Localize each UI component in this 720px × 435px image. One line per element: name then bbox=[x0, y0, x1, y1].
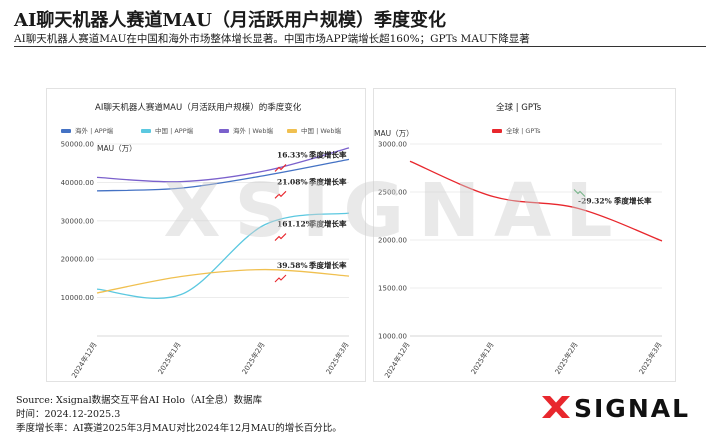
annotation-label: 季度增长率 bbox=[308, 149, 347, 159]
right-chart: 1000.00 1500.00 2000.00 2500.00 3000.00 MAU（万… bbox=[374, 126, 664, 380]
annotation-value: 39.58% bbox=[277, 261, 308, 270]
y-tick-label: 30000.00 bbox=[61, 217, 94, 225]
page-title: AI聊天机器人赛道MAU（月活跃用户规模）季度变化 bbox=[14, 10, 446, 31]
annotation-label: 季度增长率 bbox=[613, 196, 652, 206]
legend-label: 海外 | Web端 bbox=[233, 126, 273, 135]
right-chart-panel: 全球 | GPTs 1000.00 1500.00 2000.00 2500.00 30… bbox=[373, 88, 676, 382]
y-tick-label: 3000.00 bbox=[378, 141, 407, 149]
legend-swatch bbox=[287, 129, 297, 133]
left-chart-panel: AI聊天机器人赛道MAU（月活跃用户规模）的季度变化 10000.00 20000… bbox=[46, 88, 366, 382]
y-tick-label: 2000.00 bbox=[378, 237, 407, 245]
series-line bbox=[96, 158, 350, 192]
annotation-value: -29.32% bbox=[578, 197, 612, 206]
y-tick-label: 1000.00 bbox=[378, 333, 407, 341]
trend-up-icon bbox=[274, 233, 287, 241]
annotation-value: 21.08% bbox=[277, 177, 308, 186]
y-tick-label: 1500.00 bbox=[378, 285, 407, 293]
annotation-label: 季度增长率 bbox=[308, 176, 347, 186]
y-tick-label: 40000.00 bbox=[61, 179, 94, 187]
y-tick-label: 50000.00 bbox=[61, 141, 94, 149]
left-chart: 10000.00 20000.00 30000.00 40000.00 50000.00… bbox=[61, 126, 351, 380]
series-line bbox=[96, 212, 350, 299]
series-line bbox=[409, 160, 663, 242]
period-note: 时间：2024.12-2025.3 bbox=[16, 409, 121, 420]
legend-label: 海外 | APP端 bbox=[75, 126, 114, 135]
x-tick-label: 2025年2月 bbox=[240, 340, 267, 376]
x-tick-label: 2025年3月 bbox=[324, 340, 351, 376]
legend-swatch bbox=[61, 129, 71, 133]
y-axis-label: MAU（万） bbox=[97, 144, 137, 153]
annotation-label: 季度增长率 bbox=[308, 219, 347, 229]
annotation-value: 16.33% bbox=[277, 150, 308, 159]
y-axis-label: MAU（万） bbox=[374, 129, 414, 138]
y-tick-label: 10000.00 bbox=[61, 294, 94, 302]
title-divider bbox=[14, 46, 706, 47]
trend-up-icon bbox=[274, 274, 287, 283]
series-line bbox=[96, 147, 350, 183]
logo-x-mark bbox=[542, 396, 570, 418]
trend-down-icon bbox=[573, 189, 586, 197]
legend-swatch bbox=[492, 129, 502, 133]
annotation-label: 季度增长率 bbox=[308, 260, 347, 270]
x-tick-label: 2024年12月 bbox=[382, 340, 411, 379]
right-chart-title: 全球 | GPTs bbox=[496, 103, 542, 113]
source-note: Source: Xsignal数据交互平台AI Holo（AI全息）数据库 bbox=[16, 395, 263, 406]
legend-label: 中国 | APP端 bbox=[155, 126, 194, 135]
annotation-value: 161.12% bbox=[277, 220, 313, 229]
x-tick-label: 2024年12月 bbox=[69, 340, 98, 379]
growth-note: 季度增长率：AI赛道2025年3月MAU对比2024年12月MAU的增长百分比。 bbox=[16, 423, 342, 434]
page-subtitle: AI聊天机器人赛道MAU在中国和海外市场整体增长显著。中国市场APP端增长超16… bbox=[14, 33, 530, 45]
y-tick-label: 20000.00 bbox=[61, 256, 94, 264]
legend-label: 全球 | GPTs bbox=[506, 126, 541, 135]
left-chart-title: AI聊天机器人赛道MAU（月活跃用户规模）的季度变化 bbox=[95, 103, 302, 113]
x-tick-label: 2025年2月 bbox=[553, 340, 580, 376]
x-tick-label: 2025年1月 bbox=[469, 340, 496, 376]
y-tick-label: 2500.00 bbox=[378, 189, 407, 197]
legend-label: 中国 | Web端 bbox=[301, 126, 341, 135]
x-tick-label: 2025年3月 bbox=[637, 340, 664, 376]
xsignal-logo: SIGNAL bbox=[542, 394, 690, 422]
legend-swatch bbox=[219, 129, 229, 133]
logo-wordmark: SIGNAL bbox=[574, 394, 690, 422]
series-line bbox=[96, 268, 350, 294]
trend-up-icon bbox=[274, 190, 287, 199]
trend-up-icon bbox=[274, 164, 287, 172]
x-tick-label: 2025年1月 bbox=[156, 340, 183, 376]
legend-swatch bbox=[141, 129, 151, 133]
